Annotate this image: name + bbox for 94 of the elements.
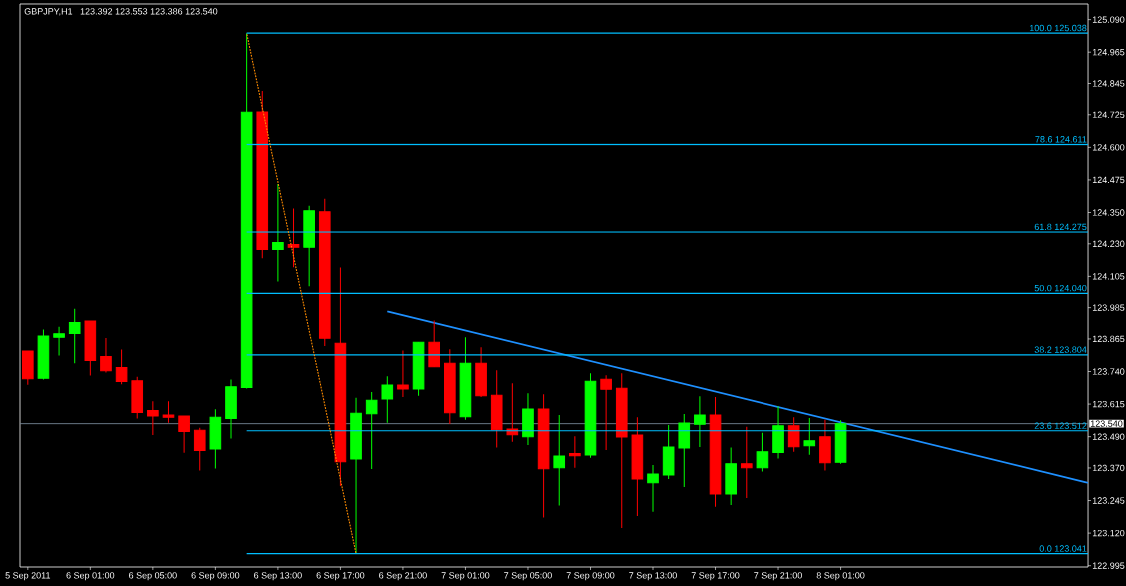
candlestick: [318, 198, 331, 347]
series-label: 61.8 124.275: [1034, 223, 1087, 231]
candlestick: [709, 396, 722, 508]
series-label: 23.6 123.512: [1034, 422, 1087, 429]
y-tick-label: 124.845: [1092, 80, 1125, 87]
y-tick-label: 123.245: [1092, 497, 1125, 504]
candlestick: [490, 369, 503, 449]
candlestick: [84, 320, 97, 376]
candlestick: [272, 183, 284, 283]
ref-line-label: 123.540: [1090, 420, 1123, 427]
x-tick-label: 6 Sep 13:00: [254, 572, 302, 581]
y-tick-label: 123.490: [1092, 433, 1125, 440]
x-tick-label: 8 Sep 01:00: [816, 572, 865, 581]
y-tick-label: 125.090: [1092, 16, 1125, 23]
candlestick: [100, 337, 112, 374]
candlestick: [475, 346, 487, 398]
candlestick: [381, 375, 394, 424]
candlestick: [240, 32, 253, 389]
candlestick: [662, 424, 675, 480]
x-tick-label: 7 Sep 05:00: [504, 572, 552, 581]
x-tick-label: 6 Sep 01:00: [66, 572, 115, 581]
candlestick: [303, 205, 315, 287]
x-tick-label: 7 Sep 21:00: [754, 572, 802, 581]
candlestick: [365, 391, 378, 470]
candlestick: [615, 372, 628, 529]
candlestick: [178, 415, 190, 454]
candlestick: [631, 416, 644, 517]
candlestick: [350, 397, 362, 555]
x-tick-label: 5 Sep 2011: [5, 572, 51, 581]
y-tick-label: 124.475: [1092, 176, 1125, 184]
candlestick: [209, 408, 222, 469]
candlestick: [131, 376, 144, 419]
candlestick: [397, 349, 409, 398]
y-tick-label: 122.995: [1092, 562, 1125, 569]
x-tick-label: 6 Sep 09:00: [191, 572, 240, 581]
candlestick: [444, 348, 456, 425]
series-label: 78.6 124.611: [1035, 136, 1087, 143]
series-label: 100.0 125.038: [1029, 24, 1087, 32]
x-tick-label: 6 Sep 17:00: [316, 572, 365, 581]
series-label: 38.2 123.804: [1034, 346, 1087, 353]
candlestick: [412, 341, 425, 397]
candlestick: [569, 435, 581, 469]
candlestick: [725, 447, 737, 506]
y-tick-label: 123.985: [1092, 304, 1125, 311]
candlestick: [193, 427, 206, 472]
series-label: 50.0 124.040: [1034, 284, 1087, 292]
candlestick: [53, 326, 65, 357]
x-tick-label: 7 Sep 13:00: [629, 572, 677, 581]
y-tick-label: 124.105: [1092, 273, 1125, 280]
candlestick: [37, 329, 50, 381]
chart-subtitle: 123.392 123.553 123.386 123.540: [80, 8, 218, 15]
candlestick: [287, 208, 300, 268]
candlestick: [428, 319, 440, 368]
y-tick-label: 123.615: [1092, 400, 1125, 408]
candlestick: [22, 349, 34, 386]
candlestick: [537, 393, 550, 518]
candlestick: [787, 416, 800, 453]
chart-title: GBPJPY,H1: [24, 8, 73, 16]
candlestick: [678, 413, 691, 488]
candlestick: [834, 419, 847, 465]
candlestick: [600, 374, 612, 451]
x-tick-label: 7 Sep 17:00: [691, 572, 740, 581]
y-tick-label: 123.740: [1092, 368, 1125, 375]
candlestick: [459, 336, 472, 421]
y-tick-label: 124.725: [1092, 111, 1125, 118]
x-tick-label: 6 Sep 05:00: [129, 572, 177, 581]
y-tick-label: 124.350: [1092, 209, 1125, 216]
candlestick: [803, 417, 816, 456]
candlestick: [506, 382, 519, 443]
candlestick: [694, 395, 706, 448]
candlestick: [147, 400, 159, 436]
candlestick: [740, 426, 753, 499]
x-tick-label: 6 Sep 21:00: [379, 572, 427, 581]
candlestick: [819, 419, 831, 472]
y-tick-label: 123.865: [1092, 335, 1125, 343]
x-tick-label: 7 Sep 01:00: [441, 572, 490, 581]
series-label: 0.0 123.041: [1039, 545, 1087, 552]
x-tick-label: 7 Sep 09:00: [566, 572, 615, 581]
candlestick: [522, 392, 534, 446]
candlestick: [162, 400, 175, 424]
candlestick: [756, 432, 769, 473]
candlestick: [553, 414, 566, 506]
candlestick: [225, 379, 237, 439]
candlestick: [68, 308, 81, 364]
y-tick-label: 124.230: [1092, 240, 1125, 247]
candlestick: [772, 405, 784, 460]
candlestick: [115, 349, 128, 385]
y-tick-label: 123.370: [1092, 464, 1125, 472]
candlestick: [256, 90, 269, 259]
candlestick: [647, 464, 659, 513]
y-tick-label: 124.965: [1092, 49, 1125, 56]
y-tick-label: 123.120: [1092, 529, 1125, 537]
candlestick: [334, 267, 347, 487]
y-tick-label: 124.600: [1092, 144, 1125, 151]
